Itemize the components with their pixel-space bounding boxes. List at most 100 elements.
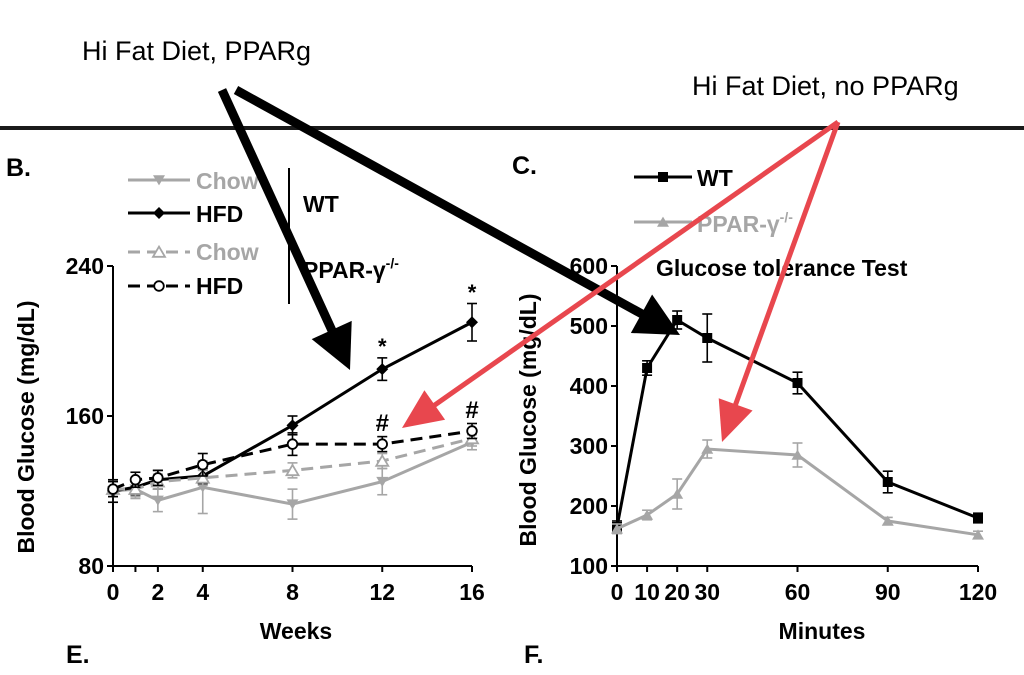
- arrow-ppar-to-b: [217, 88, 352, 370]
- chart-b-xlabel: Weeks: [260, 618, 332, 644]
- panel-letter-c: C.: [512, 152, 537, 180]
- chart-c-point-wt: [792, 378, 803, 388]
- chart-c-point-wt: [882, 477, 893, 487]
- legend-b-marker-ko_chow: [151, 244, 167, 258]
- chart-b-point-ko_hfd: [376, 438, 388, 450]
- chart-b-significance-mark: *: [378, 334, 387, 359]
- chart-c-xlabel: Minutes: [779, 618, 866, 644]
- chart-c-point-wt: [702, 333, 713, 343]
- chart-c-ytick-label: 100: [570, 553, 608, 579]
- chart-b-point-ko_chow: [195, 470, 211, 484]
- arrow-no-ppar-to-b-shaft: [431, 119, 840, 409]
- legend-b-ko-hfd-label: HFD: [196, 273, 243, 299]
- arrow-ppar-to-c: [233, 86, 680, 335]
- chart-c-xtick-label: 120: [959, 579, 997, 605]
- chart-c-ytick-label: 400: [570, 373, 608, 399]
- chart-b-xtick-label: 0: [107, 579, 120, 605]
- chart-b-significance-mark: #: [376, 410, 389, 437]
- legend-b-marker-wt_chow: [153, 175, 165, 186]
- legend-c-marker-ko: [657, 216, 669, 227]
- legend-b-marker-ko_hfd: [153, 280, 165, 292]
- chart-b-point-ko_hfd: [466, 425, 478, 437]
- arrow-ppar-to-c-head: [630, 294, 680, 335]
- chart-b-point-ko_chow: [374, 453, 390, 467]
- chart-c-point-ko: [641, 509, 654, 520]
- legend-b-wt-chow-label: Chow: [196, 168, 259, 194]
- chart-c-xtick-label: 20: [664, 579, 690, 605]
- chart-b-point-wt_chow: [286, 499, 299, 510]
- chart-c-xtick-label: 90: [875, 579, 901, 605]
- chart-b-ytick-label: 80: [78, 553, 104, 579]
- chart-c-point-wt: [973, 513, 983, 523]
- legend-b-group-ppar: PPAR-γ-/-: [303, 255, 399, 283]
- chart-c-point-ko: [701, 443, 714, 454]
- chart-b-significance-mark: *: [468, 280, 477, 305]
- annotation-arrows: [217, 86, 841, 442]
- panel-letter-e: E.: [66, 641, 90, 669]
- chart-c-line-wt: [615, 317, 979, 528]
- chart-c-ytick-label: 300: [570, 433, 608, 459]
- chart-b-point-ko_chow: [127, 481, 144, 495]
- chart-c-xtick-label: 30: [694, 579, 720, 605]
- annotation-label-ppar: Hi Fat Diet, PPARg: [82, 36, 311, 66]
- legend-c-marker-wt: [658, 172, 668, 182]
- chart-b-significance-mark: #: [465, 397, 478, 424]
- chart-b-point-ko_hfd: [107, 483, 119, 495]
- arrow-no-ppar-to-c-shaft: [732, 121, 841, 408]
- arrow-no-ppar-to-c-head: [718, 398, 753, 442]
- arrow-no-ppar-to-c: [718, 121, 841, 442]
- chart-b-legend: Chow HFD Chow HFD WT PPAR-γ-/-: [128, 168, 399, 304]
- chart-c-xtick-label: 0: [611, 579, 624, 605]
- legend-b-ko-chow-label: Chow: [196, 239, 259, 265]
- legend-b-wt-hfd-label: HFD: [196, 201, 243, 227]
- annotation-label-no-ppar: Hi Fat Diet, no PPARg: [692, 71, 959, 101]
- legend-b-group-wt: WT: [303, 191, 339, 217]
- chart-b-xtick-label: 4: [196, 579, 209, 605]
- arrow-no-ppar-to-b-head: [402, 390, 446, 428]
- chart-b-series-ko_hfd: [107, 422, 478, 498]
- chart-b-ytick-label: 160: [66, 403, 104, 429]
- chart-b-point-wt_chow: [376, 476, 389, 488]
- chart-c-xtick-label: 10: [634, 579, 660, 605]
- chart-panel-b: Blood Glucose (mg/dL) Weeks 80 160 240 0 2 4 8…: [13, 168, 485, 644]
- chart-b-xtick-label: 12: [369, 579, 395, 605]
- chart-panel-c: Blood Glucose (mg/dL) Minutes Glucose to…: [515, 165, 997, 644]
- chart-b-point-wt_hfd: [376, 363, 389, 376]
- legend-c-ko-name: PPAR-γ: [697, 211, 780, 237]
- arrow-ppar-to-b-shaft: [217, 88, 337, 334]
- chart-c-point-wt: [642, 363, 653, 373]
- chart-b-point-wt_hfd: [466, 316, 478, 329]
- chart-b-point-ko_hfd: [129, 474, 142, 486]
- chart-c-point-ko: [611, 523, 623, 534]
- chart-b-xtick-label: 2: [151, 579, 164, 605]
- chart-c-legend: WT PPAR-γ-/-: [634, 165, 793, 237]
- chart-c-ytick-label: 500: [570, 313, 608, 339]
- panel-letter-b: B.: [6, 154, 31, 182]
- chart-b-point-wt_hfd: [286, 419, 299, 432]
- chart-b-point-wt_chow: [151, 495, 164, 506]
- chart-c-xtick-label: 60: [785, 579, 811, 605]
- chart-b-point-ko_chow: [284, 463, 301, 477]
- chart-c-point-ko: [972, 529, 984, 540]
- legend-c-ko-sup: -/-: [780, 209, 794, 225]
- chart-c-point-wt: [672, 315, 683, 325]
- chart-c-ytick-label: 200: [570, 493, 608, 519]
- chart-b-ylabel: Blood Glucose (mg/dL): [13, 301, 39, 554]
- chart-c-point-ko: [791, 449, 804, 460]
- legend-b-group-ppar-name: PPAR-γ: [303, 257, 386, 283]
- arrow-no-ppar-to-b: [402, 119, 840, 428]
- arrow-ppar-to-c-shaft: [233, 86, 646, 319]
- legend-b-group-ppar-sup: -/-: [386, 255, 400, 271]
- legend-c-wt-label: WT: [697, 165, 733, 191]
- chart-b-ytick-label: 240: [66, 253, 104, 279]
- panel-letter-f: F.: [524, 641, 543, 669]
- legend-b-marker-wt_hfd: [153, 207, 165, 219]
- arrow-ppar-to-b-head: [311, 320, 352, 370]
- chart-b-xtick-label: 16: [459, 579, 485, 605]
- chart-c-point-ko: [671, 488, 684, 499]
- chart-b-point-ko_hfd: [286, 438, 299, 450]
- chart-c-point-ko: [881, 515, 894, 526]
- chart-b-point-ko_hfd: [197, 459, 209, 471]
- legend-c-ko-label: PPAR-γ-/-: [697, 209, 793, 237]
